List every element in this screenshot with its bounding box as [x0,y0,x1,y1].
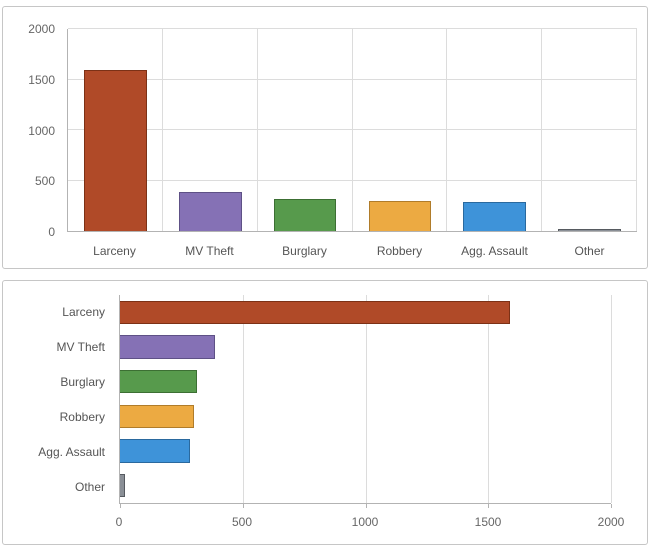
x-tick-label: 500 [231,515,253,529]
y-tick-label: 500 [34,174,55,189]
bar-burglary[interactable] [120,369,198,394]
vertical-gridline [242,295,244,503]
horizontal-gridline [68,78,637,80]
horizontal-chart-plot-area [119,295,612,508]
bar-larceny[interactable] [120,300,511,325]
vertical-gridline [365,295,367,503]
y-tick-label: 0 [48,225,55,239]
horizontal-gridline [68,179,637,181]
x-axis-category-labels: Larceny MV Theft Burglary Robbery Agg. Assau… [67,242,637,260]
category-label-burglary: Burglary [282,244,327,258]
category-label-robbery: Robbery [59,409,105,424]
bar-burglary[interactable] [273,199,337,231]
category-label-burglary: Burglary [60,375,105,390]
bar-robbery[interactable] [120,404,194,429]
category-separator-gridline [636,29,637,231]
category-label-mv-theft: MV Theft [185,244,234,258]
category-label-robbery: Robbery [376,244,423,258]
bar-mv-theft[interactable] [120,335,215,359]
bar-robbery[interactable] [368,200,432,231]
x-tick-mark [242,504,244,508]
category-separator-gridline [351,29,353,231]
x-tick-mark [488,504,490,508]
vertical-gridline [611,295,612,503]
x-tick-mark [365,504,367,508]
vertical-gridline [488,295,490,503]
vertical-chart-plot-area [67,28,637,232]
horizontal-gridline [68,28,637,29]
bar-larceny[interactable] [84,70,147,231]
category-label-agg-assault: Agg. Assault [461,244,528,258]
y-tick-label: 1000 [28,123,55,138]
y-axis-category-labels: Larceny MV Theft Burglary Robbery Agg. Assau… [3,295,111,504]
category-label-other: Other [74,479,105,494]
x-tick-mark [120,504,121,508]
bar-agg-assault[interactable] [463,202,527,231]
category-label-agg-assault: Agg. Assault [38,444,105,459]
y-tick-label: 1500 [28,72,55,87]
bar-other[interactable] [120,473,125,498]
category-separator-gridline [446,29,448,231]
category-separator-gridline [541,29,543,231]
x-tick-label: 2000 [597,515,625,529]
x-tick-label: 0 [115,515,123,529]
x-tick-label: 1000 [351,515,379,529]
category-label-other: Other [574,244,605,258]
bar-other[interactable] [558,228,621,231]
category-label-larceny: Larceny [62,305,105,320]
horizontal-gridline [68,129,637,130]
category-label-larceny: Larceny [93,244,136,258]
y-tick-label: 2000 [28,22,55,36]
category-separator-gridline [256,29,258,231]
horizontal-bar-chart-panel: Larceny MV Theft Burglary Robbery Agg. Assau… [2,280,648,545]
category-separator-gridline [161,29,163,231]
x-tick-mark [611,504,612,508]
bar-mv-theft[interactable] [178,192,242,231]
y-axis: 0 500 1000 1500 2000 [3,22,59,239]
x-axis: 0 500 1000 1500 2000 [115,514,625,530]
vertical-bar-chart-panel: 0 500 1000 1500 2000 Larceny MV Theft Burglary… [2,6,648,269]
bar-agg-assault[interactable] [120,439,190,463]
category-label-mv-theft: MV Theft [56,340,105,355]
x-tick-label: 1500 [474,515,502,529]
